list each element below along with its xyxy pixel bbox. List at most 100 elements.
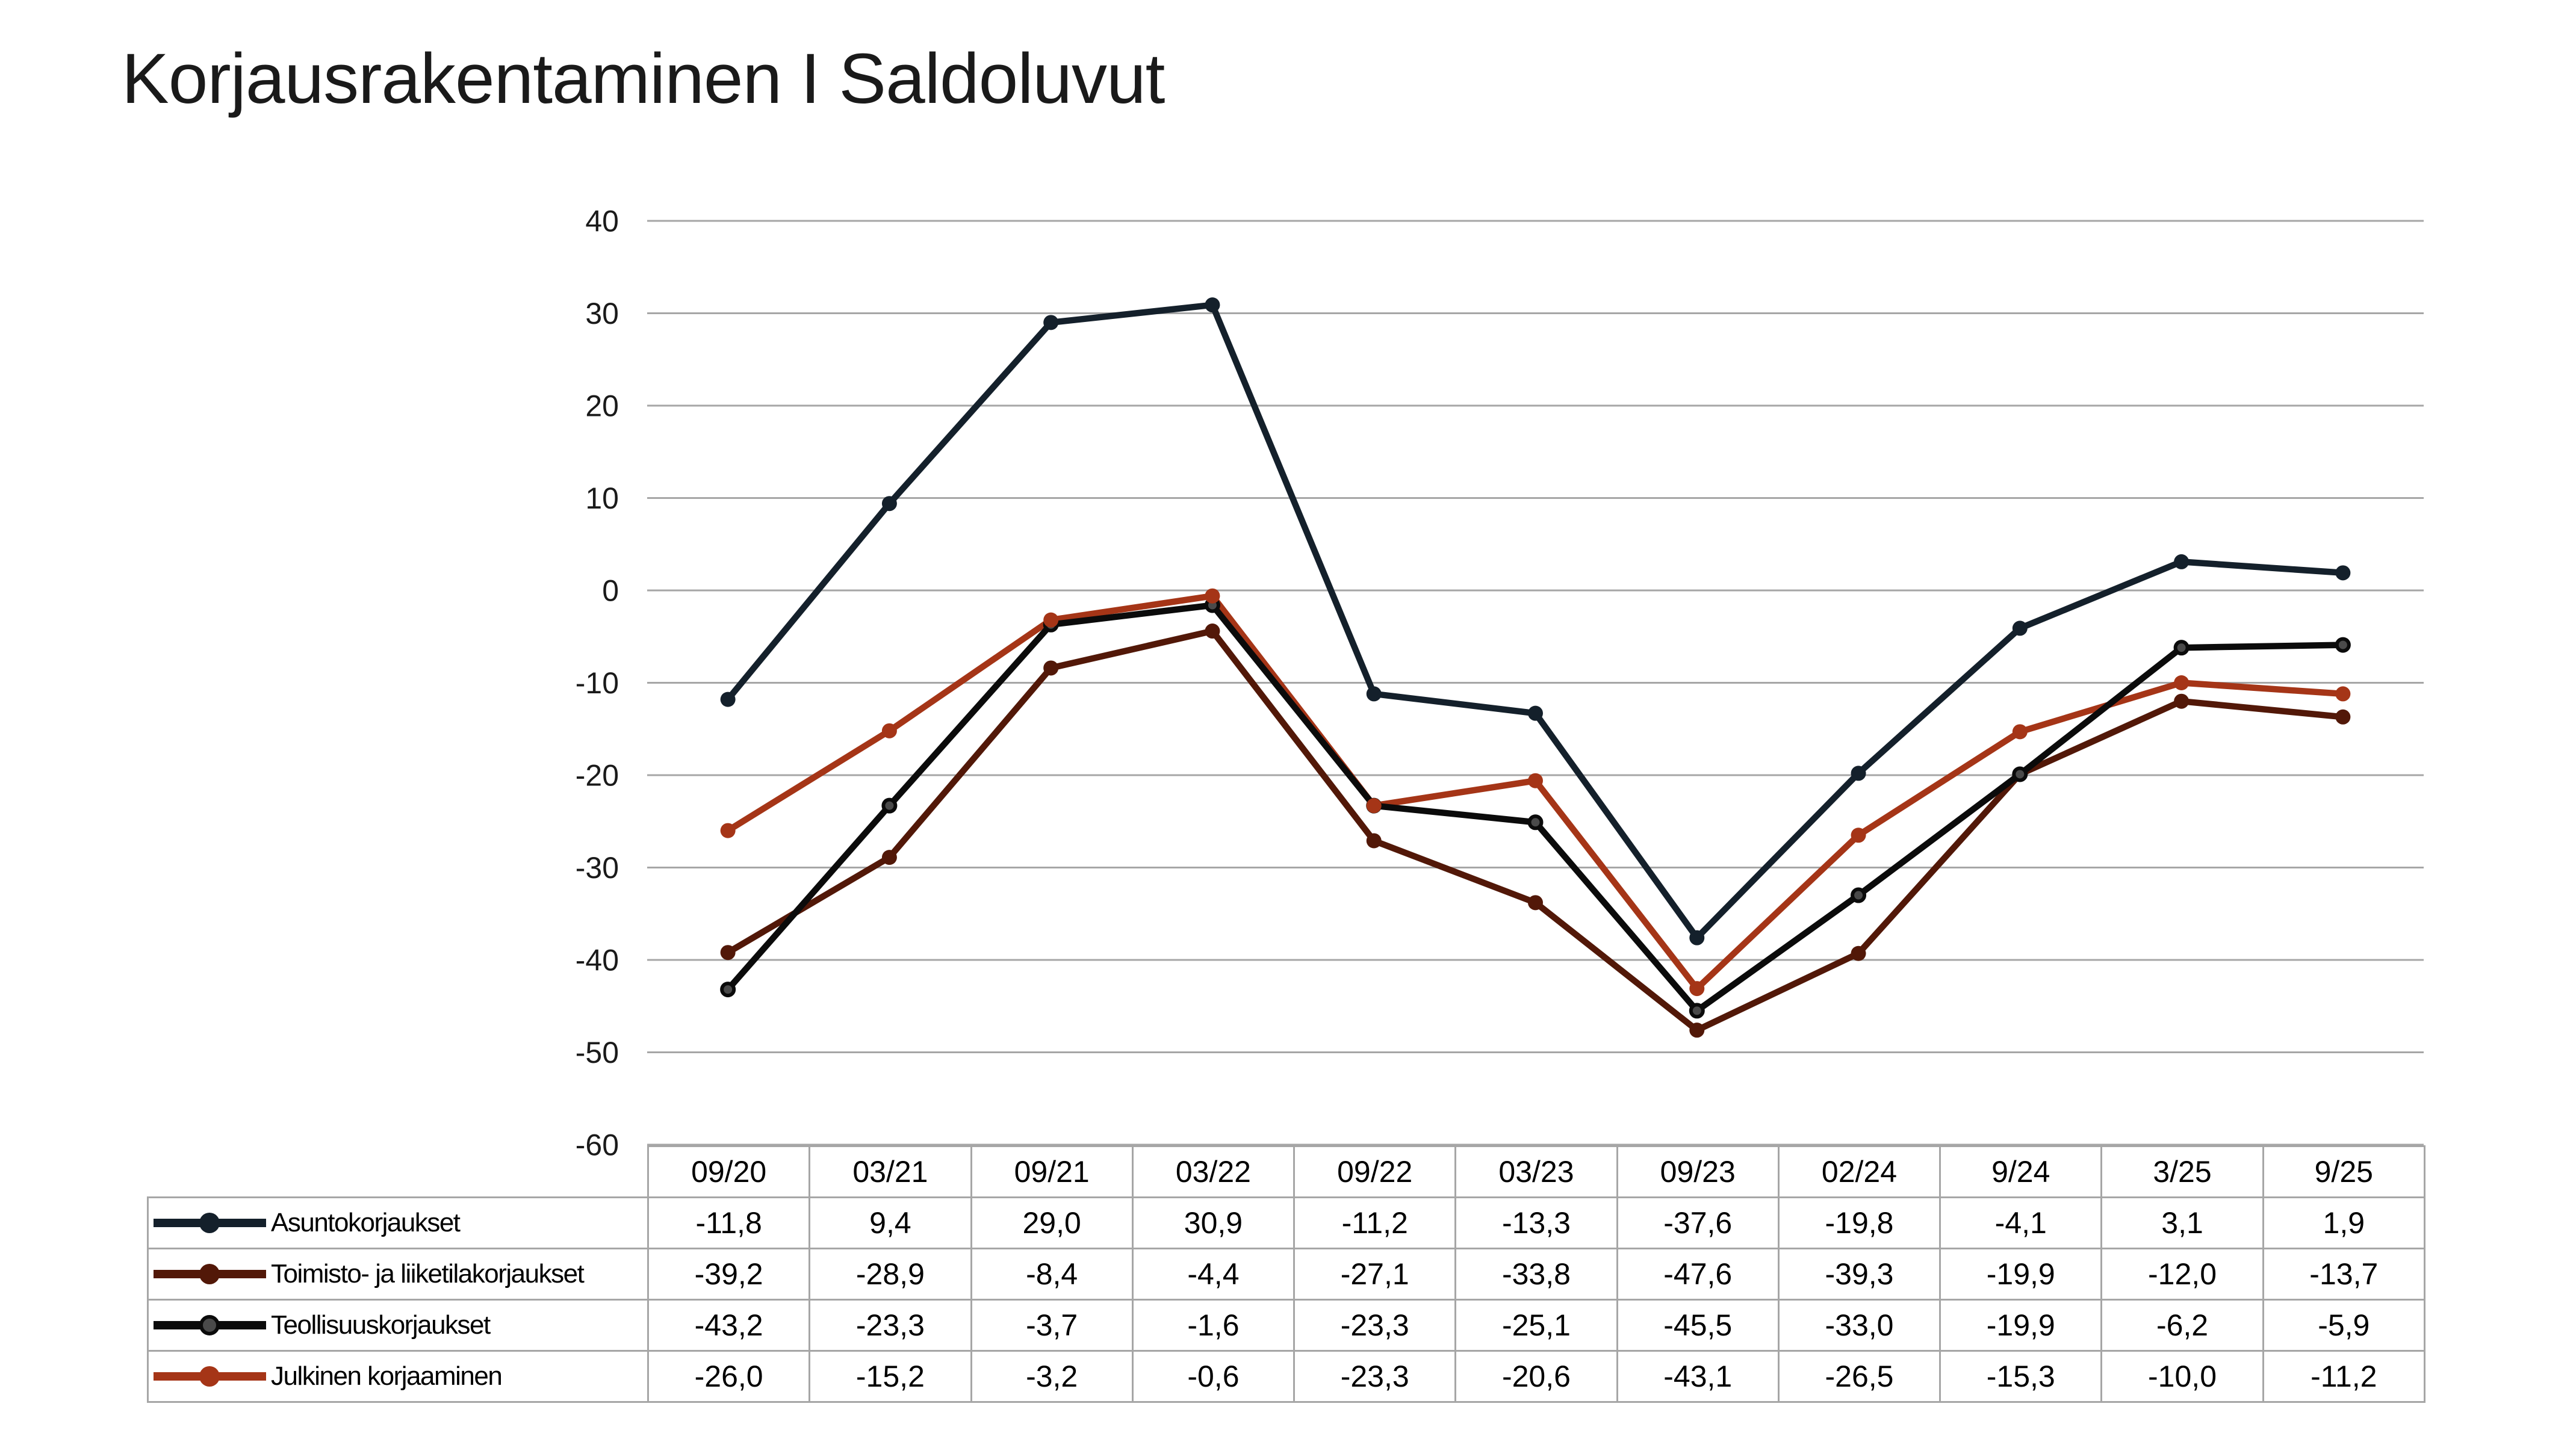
series-line-toimisto-ja-liiketilakorjaukset: [724, 628, 2347, 1033]
table-value-cell: -1,6: [1131, 1299, 1296, 1352]
table-value-cell: -26,0: [647, 1350, 811, 1403]
table-value-cell: -11,8: [647, 1196, 811, 1249]
data-point-marker-asuntokorjaukset: [1366, 686, 1382, 702]
table-value-cell: -15,2: [808, 1350, 972, 1403]
y-axis-tick-label: -30: [576, 851, 619, 885]
data-point-marker-toimisto-ja-liiketilakorjaukset: [1366, 833, 1382, 849]
data-point-marker-teollisuuskorjaukset: [1689, 1003, 1705, 1019]
data-point-marker-teollisuuskorjaukset: [720, 982, 736, 998]
legend-line-marker-icon: [154, 1366, 266, 1387]
data-point-marker-asuntokorjaukset: [1689, 930, 1705, 945]
legend-line-marker-icon: [154, 1264, 266, 1284]
table-value-cell: -28,9: [808, 1248, 972, 1301]
legend-marker: [199, 1366, 220, 1387]
table-value-cell: -19,8: [1777, 1196, 1941, 1249]
y-axis-tick-label: 20: [585, 389, 619, 423]
series-line-julkinen-korjaaminen: [724, 592, 2347, 992]
data-point-marker-julkinen-korjaaminen: [2335, 686, 2351, 702]
legend-marker: [199, 1315, 220, 1335]
table-value-cell: -19,9: [1939, 1248, 2103, 1301]
column-header-09-21: 09/21: [970, 1145, 1134, 1198]
column-header-03-21: 03/21: [808, 1145, 972, 1198]
data-point-marker-julkinen-korjaaminen: [1851, 828, 1866, 843]
data-point-marker-asuntokorjaukset: [2335, 565, 2351, 581]
table-row-toimisto-ja-liiketilakorjaukset: Toimisto- ja liiketilakorjaukset -39,2 -28…: [147, 1248, 2425, 1301]
table-value-cell: -3,7: [970, 1299, 1134, 1352]
table-value-cell: -27,1: [1293, 1248, 1457, 1301]
column-header-09-20: 09/20: [647, 1145, 811, 1198]
table-value-cell: -25,1: [1454, 1299, 1618, 1352]
table-header-row: 09/20 03/21 09/21 03/22 09/22 03/23 09/23 02/24…: [148, 1145, 2425, 1198]
table-row-julkinen-korjaaminen: Julkinen korjaaminen -26,0 -15,2 -3,2 -0,6 -2…: [147, 1350, 2425, 1403]
legend-marker: [199, 1264, 220, 1284]
table-value-cell: -15,3: [1939, 1350, 2103, 1403]
table-value-cell: -45,5: [1616, 1299, 1780, 1352]
table-value-cell: -33,8: [1454, 1248, 1618, 1301]
table-row-teollisuuskorjaukset: Teollisuuskorjaukset -43,2 -23,3 -3,7 -1,6 -2…: [147, 1299, 2425, 1352]
table-value-cell: -33,0: [1777, 1299, 1941, 1352]
data-point-marker-toimisto-ja-liiketilakorjaukset: [1689, 1023, 1705, 1038]
data-point-marker-teollisuuskorjaukset: [1851, 887, 1867, 903]
data-point-marker-toimisto-ja-liiketilakorjaukset: [1043, 660, 1059, 676]
data-point-marker-toimisto-ja-liiketilakorjaukset: [1205, 623, 1220, 639]
table-value-cell: -5,9: [2262, 1299, 2425, 1352]
table-value-cell: -19,9: [1939, 1299, 2103, 1352]
y-axis-tick-label: -10: [576, 666, 619, 700]
data-point-marker-teollisuuskorjaukset: [2012, 766, 2028, 782]
table-value-cell: -43,2: [647, 1299, 811, 1352]
legend-wrap: Asuntokorjaukset: [150, 1208, 647, 1238]
legend-marker: [199, 1213, 220, 1233]
table-value-cell: -47,6: [1616, 1248, 1780, 1301]
data-point-marker-teollisuuskorjaukset: [1527, 814, 1544, 831]
table-value-cell: -6,2: [2100, 1299, 2264, 1352]
data-point-marker-julkinen-korjaaminen: [720, 823, 736, 838]
column-header-03-22: 03/22: [1131, 1145, 1296, 1198]
table-value-cell: -4,1: [1939, 1196, 2103, 1249]
data-point-marker-toimisto-ja-liiketilakorjaukset: [1528, 895, 1543, 911]
data-point-marker-toimisto-ja-liiketilakorjaukset: [720, 945, 736, 961]
data-point-marker-toimisto-ja-liiketilakorjaukset: [2174, 693, 2190, 709]
y-axis-tick-label: -60: [576, 1128, 619, 1162]
table-row-asuntokorjaukset: Asuntokorjaukset -11,8 9,4 29,0 30,9 -11,2 -13…: [147, 1196, 2425, 1249]
legend-line-marker-icon: [154, 1213, 266, 1233]
table-value-cell: -10,0: [2100, 1350, 2264, 1403]
data-point-marker-julkinen-korjaaminen: [1528, 773, 1543, 788]
legend-item-asuntokorjaukset: Asuntokorjaukset: [147, 1196, 649, 1249]
table-value-cell: -39,2: [647, 1248, 811, 1301]
table-corner-spacer: [148, 1146, 648, 1198]
table-value-cell: -12,0: [2100, 1248, 2264, 1301]
table-value-cell: -39,3: [1777, 1248, 1941, 1301]
data-point-marker-asuntokorjaukset: [720, 692, 736, 707]
table-value-cell: 3,1: [2100, 1196, 2264, 1249]
legend-series-label: Toimisto- ja liiketilakorjaukset: [271, 1259, 585, 1289]
column-header-03-23: 03/23: [1454, 1145, 1618, 1198]
table-value-cell: -43,1: [1616, 1350, 1780, 1403]
y-axis-tick-label: -40: [576, 944, 619, 977]
data-point-marker-asuntokorjaukset: [1043, 315, 1059, 330]
table-value-cell: -8,4: [970, 1248, 1134, 1301]
legend-item-julkinen-korjaaminen: Julkinen korjaaminen: [147, 1350, 649, 1403]
table-value-cell: -20,6: [1454, 1350, 1618, 1403]
legend-series-label: Julkinen korjaaminen: [271, 1361, 503, 1391]
data-point-marker-asuntokorjaukset: [881, 496, 897, 512]
y-axis-tick-label: 10: [585, 481, 619, 515]
table-value-cell: -23,3: [808, 1299, 972, 1352]
series-line-teollisuuskorjaukset: [724, 602, 2347, 1014]
column-header-02-24: 02/24: [1777, 1145, 1941, 1198]
table-value-cell: -11,2: [1293, 1196, 1457, 1249]
data-point-marker-julkinen-korjaaminen: [1043, 612, 1059, 628]
legend-line-marker-icon: [154, 1315, 266, 1335]
y-axis-tick-label: 0: [602, 574, 619, 608]
table-value-cell: 30,9: [1131, 1196, 1296, 1249]
data-point-marker-asuntokorjaukset: [2174, 554, 2190, 569]
legend-item-toimisto-ja-liiketilakorjaukset: Toimisto- ja liiketilakorjaukset: [147, 1248, 649, 1301]
table-value-cell: 1,9: [2262, 1196, 2425, 1249]
data-point-marker-teollisuuskorjaukset: [2173, 640, 2190, 656]
table-value-cell: -23,3: [1293, 1350, 1457, 1403]
data-point-marker-julkinen-korjaaminen: [881, 723, 897, 738]
legend-item-teollisuuskorjaukset: Teollisuuskorjaukset: [147, 1299, 649, 1352]
y-axis-tick-label: -20: [576, 759, 619, 793]
column-header-09-22: 09/22: [1293, 1145, 1457, 1198]
column-header-9-24: 9/24: [1939, 1145, 2103, 1198]
